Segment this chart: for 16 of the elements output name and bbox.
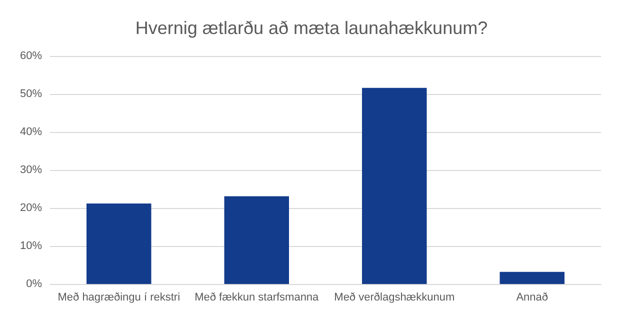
x-tick-label: Annað: [516, 292, 548, 304]
y-tick-label: 40%: [20, 126, 42, 138]
bar: [86, 203, 152, 284]
chart-title: Hvernig ætlarðu að mæta launahækkunum?: [135, 18, 488, 38]
x-tick-label: Með hagræðingu í rekstri: [58, 292, 180, 304]
y-tick-label: 30%: [20, 164, 42, 176]
y-tick-label: 0%: [26, 278, 42, 290]
y-tick-label: 10%: [20, 240, 42, 252]
y-tick-label: 20%: [20, 202, 42, 214]
x-tick-label: Með verðlagshækkunum: [334, 292, 455, 304]
x-tick-label: Með fækkun starfsmanna: [194, 292, 320, 304]
bar: [500, 272, 564, 284]
y-tick-label: 50%: [20, 88, 42, 100]
y-tick-label: 60%: [20, 50, 42, 62]
bar: [224, 196, 289, 284]
bar: [362, 88, 427, 284]
